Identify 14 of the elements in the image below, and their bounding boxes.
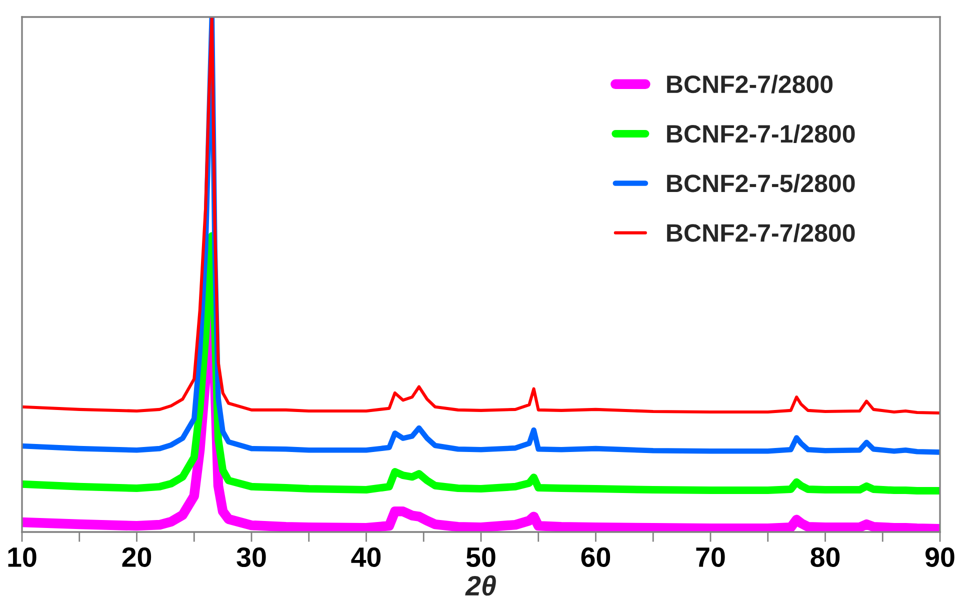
x-tick-label: 20 xyxy=(122,547,152,567)
legend-label: BCNF2-7-5/2800 xyxy=(667,174,855,193)
x-tick-label: 70 xyxy=(696,547,725,567)
x-tick-label: 30 xyxy=(236,547,266,568)
x-tick-label: 40 xyxy=(351,547,381,567)
x-axis-title: 2θ xyxy=(465,575,496,596)
legend-label: BCNF2-7-7/2800 xyxy=(667,223,855,242)
legend-label: BCNF2-7/2800 xyxy=(667,74,833,94)
legend-label: BCNF2-7-1/2800 xyxy=(667,124,855,143)
x-tick-label: 90 xyxy=(926,547,954,567)
x-tick-label: 60 xyxy=(581,547,610,567)
x-tick-label: 50 xyxy=(466,547,496,567)
x-tick-label: 80 xyxy=(810,547,840,567)
x-tick-label: 10 xyxy=(8,547,36,567)
